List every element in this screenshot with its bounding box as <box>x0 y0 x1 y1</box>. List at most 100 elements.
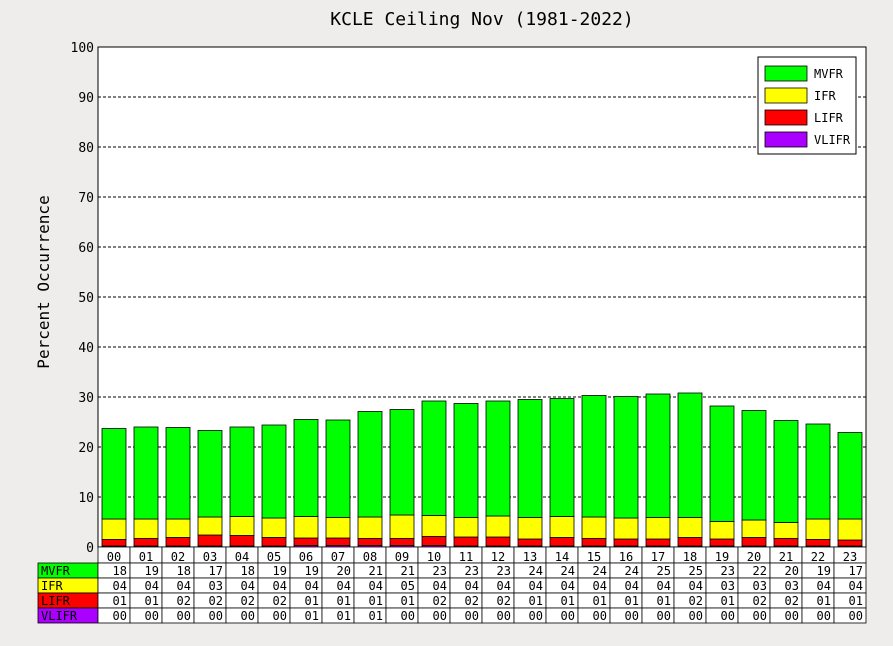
table-cell-value: 01 <box>529 594 543 608</box>
table-cell-value: 01 <box>561 594 575 608</box>
table-cell-value: 20 <box>785 564 799 578</box>
table-cell-value: 00 <box>561 609 575 623</box>
table-cell-value: 02 <box>241 594 255 608</box>
table-cell-value: 18 <box>177 564 191 578</box>
bar-mvfr-12 <box>485 400 511 517</box>
table-cell-value: 00 <box>689 609 703 623</box>
table-cell-value: 21 <box>369 564 383 578</box>
table-cell-value: 01 <box>305 594 319 608</box>
table-cell-value: 02 <box>753 594 767 608</box>
bar-mvfr-17 <box>645 393 671 518</box>
x-tick-label: 06 <box>299 550 313 564</box>
table-cell-value: 00 <box>593 609 607 623</box>
table-cell-value: 00 <box>849 609 863 623</box>
table-cell-value: 17 <box>849 564 863 578</box>
table-cell-value: 04 <box>369 579 383 593</box>
table-cell-value: 04 <box>817 579 831 593</box>
x-tick-label: 04 <box>235 550 249 564</box>
bar-lifr-10 <box>421 536 447 546</box>
legend-swatch-vlifr <box>764 131 808 148</box>
table-cell-value: 00 <box>721 609 735 623</box>
table-cell-value: 01 <box>849 594 863 608</box>
bar-lifr-08 <box>357 538 383 546</box>
bar-ifr-20 <box>741 519 767 538</box>
table-cell-value: 05 <box>401 579 415 593</box>
y-tick-label: 40 <box>78 341 94 356</box>
table-cell-value: 00 <box>657 609 671 623</box>
table-cell-value: 02 <box>465 594 479 608</box>
table-cell-value: 01 <box>113 594 127 608</box>
table-row-label-vlifr: VLIFR <box>41 609 78 623</box>
table-cell-value: 03 <box>785 579 799 593</box>
table-cell-value: 24 <box>593 564 607 578</box>
table-cell-value: 04 <box>433 579 447 593</box>
table-cell-value: 23 <box>497 564 511 578</box>
bar-ifr-12 <box>485 515 511 538</box>
x-tick-label: 17 <box>651 550 665 564</box>
table-cell-value: 03 <box>753 579 767 593</box>
table-cell-value: 17 <box>209 564 223 578</box>
table-cell-value: 00 <box>753 609 767 623</box>
table-cell-value: 01 <box>625 594 639 608</box>
bar-mvfr-06 <box>293 419 319 517</box>
table-cell-value: 00 <box>401 609 415 623</box>
table-cell-value: 01 <box>721 594 735 608</box>
x-tick-label: 01 <box>139 550 153 564</box>
table-cell-value: 00 <box>625 609 639 623</box>
legend-label-lifr: LIFR <box>814 111 844 125</box>
bar-lifr-07 <box>325 537 351 546</box>
table-row-label-ifr: IFR <box>41 579 63 593</box>
bar-ifr-07 <box>325 517 351 539</box>
table-cell-value: 01 <box>817 594 831 608</box>
x-tick-label: 00 <box>107 550 121 564</box>
legend-label-vlifr: VLIFR <box>814 133 851 147</box>
bar-mvfr-02 <box>165 427 191 520</box>
table-cell-value: 01 <box>593 594 607 608</box>
y-axis-label: Percent Occurrence <box>34 195 53 368</box>
table-cell <box>833 607 867 624</box>
table-cell-value: 24 <box>561 564 575 578</box>
legend-label-ifr: IFR <box>814 89 836 103</box>
bar-ifr-11 <box>453 517 479 538</box>
table-cell-value: 19 <box>273 564 287 578</box>
legend-swatch-lifr <box>764 109 808 126</box>
table-cell-value: 00 <box>145 609 159 623</box>
table-cell-value: 00 <box>817 609 831 623</box>
y-tick-label: 10 <box>78 491 94 506</box>
table-cell-value: 04 <box>337 579 351 593</box>
x-tick-label: 23 <box>843 550 857 564</box>
table-cell-value: 23 <box>721 564 735 578</box>
x-tick-label: 11 <box>459 550 473 564</box>
table-cell-value: 01 <box>305 609 319 623</box>
table-cell-value: 21 <box>401 564 415 578</box>
bar-lifr-15 <box>581 538 607 547</box>
bar-ifr-09 <box>389 514 415 539</box>
x-tick-label: 20 <box>747 550 761 564</box>
bar-mvfr-13 <box>517 399 543 518</box>
y-tick-label: 90 <box>78 91 94 106</box>
chart-title: KCLE Ceiling Nov (1981-2022) <box>330 9 633 30</box>
table-cell-value: 00 <box>529 609 543 623</box>
table-row-label-mvfr: MVFR <box>41 564 71 578</box>
y-tick-label: 30 <box>78 391 94 406</box>
y-tick-labels: 0 10 20 30 40 50 60 70 80 90 100 <box>71 41 94 556</box>
bar-lifr-09 <box>389 538 415 546</box>
table-cell-value: 25 <box>689 564 703 578</box>
bar-lifr-16 <box>613 538 639 547</box>
x-tick-label: 08 <box>363 550 377 564</box>
table-cell-value: 04 <box>625 579 639 593</box>
table-cell-value: 00 <box>785 609 799 623</box>
x-tick-label: 05 <box>267 550 281 564</box>
bar-lifr-22 <box>805 539 831 547</box>
table-cell-value: 04 <box>529 579 543 593</box>
bar-lifr-04 <box>229 535 255 547</box>
bar-lifr-01 <box>133 538 159 547</box>
table-cell-value: 00 <box>177 609 191 623</box>
bar-ifr-04 <box>229 516 255 536</box>
bar-ifr-19 <box>709 521 735 540</box>
table-cell-value: 04 <box>273 579 287 593</box>
table-cell-value: 00 <box>273 609 287 623</box>
y-tick-label: 50 <box>78 291 94 306</box>
bar-ifr-18 <box>677 517 703 538</box>
table-cell-value: 01 <box>401 594 415 608</box>
